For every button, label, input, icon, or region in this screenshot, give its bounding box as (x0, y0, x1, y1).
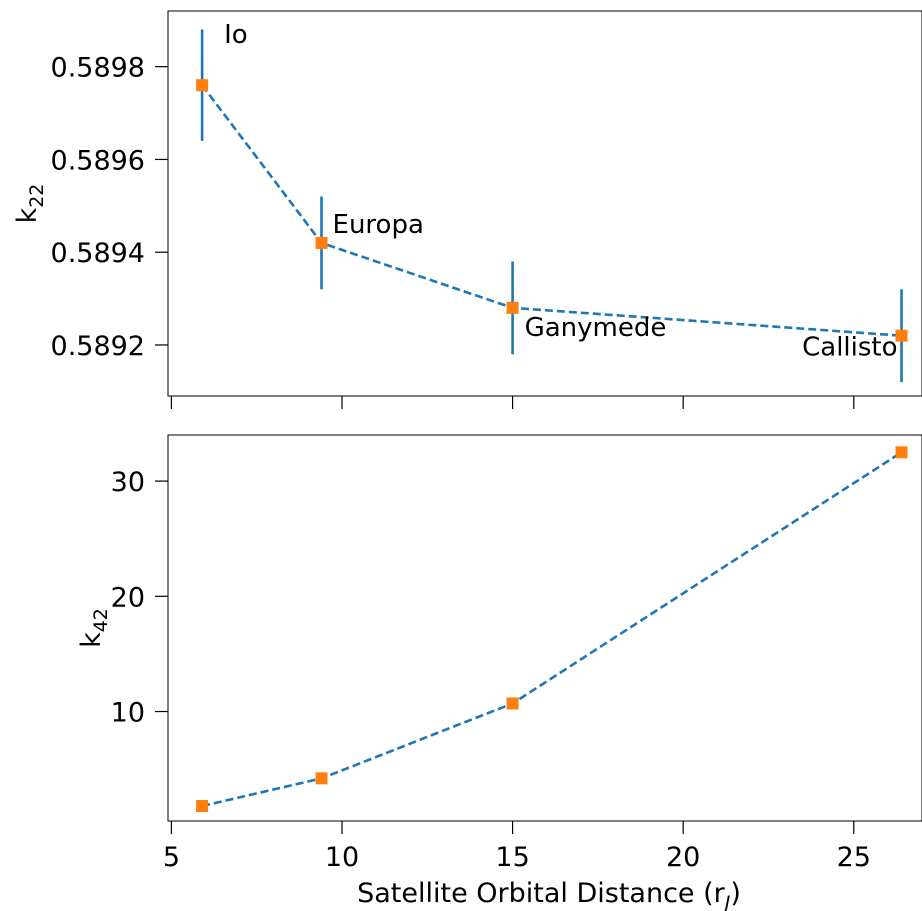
x-axis-label-base: Satellite Orbital Distance (r (357, 878, 726, 909)
y-axis-label-subscript: 42 (90, 608, 112, 632)
y-tick-label: 0.5896 (51, 145, 145, 176)
x-tick-label: 15 (495, 842, 529, 873)
x-axis-label-subscript: J (721, 892, 731, 911)
y-tick-label: 0.5898 (51, 53, 145, 84)
point-annotation: Europa (333, 210, 424, 240)
bottom-panel: 5 10 15 20 25 10 20 30 k42 Satellite Orbital Dist… (76, 434, 922, 911)
y-tick-label: 10 (111, 698, 145, 729)
x-axis-label-tail: ) (730, 878, 741, 909)
point-annotation: Io (224, 20, 248, 50)
point-annotation: Callisto (802, 333, 897, 363)
x-axis-label: Satellite Orbital Distance (rJ) (357, 878, 741, 911)
data-point-marker (506, 697, 519, 710)
top-panel: 0.5892 0.5894 0.5896 0.5898 k22 Io Europa Ganym… (12, 10, 922, 409)
series-line (201, 84, 902, 337)
x-tick-label: 5 (163, 842, 180, 873)
data-point-marker (895, 446, 908, 459)
y-tick-label: 0.5894 (51, 238, 145, 269)
data-point-marker (315, 772, 328, 785)
data-point-marker (506, 301, 519, 314)
y-axis-label: k42 (76, 608, 112, 648)
y-tick-label: 20 (111, 582, 145, 613)
plot-frame (167, 434, 922, 822)
series-line (201, 451, 903, 808)
x-tick-label: 20 (666, 842, 700, 873)
y-axis-label-base: k (76, 632, 107, 648)
x-tick-label: 10 (325, 842, 359, 873)
y-tick-label: 0.5892 (51, 331, 145, 362)
data-point-marker (196, 79, 209, 92)
data-point-marker (315, 236, 328, 249)
data-point-marker (196, 800, 209, 813)
data-point-marker (895, 329, 908, 342)
y-axis-label-base: k (12, 207, 43, 223)
point-annotation: Ganymede (525, 313, 667, 343)
y-axis-label-subscript: 22 (26, 184, 48, 208)
x-tick-label: 25 (837, 842, 871, 873)
y-axis-label: k22 (12, 184, 48, 224)
plot-frame (167, 10, 922, 397)
y-tick-label: 30 (111, 467, 145, 498)
